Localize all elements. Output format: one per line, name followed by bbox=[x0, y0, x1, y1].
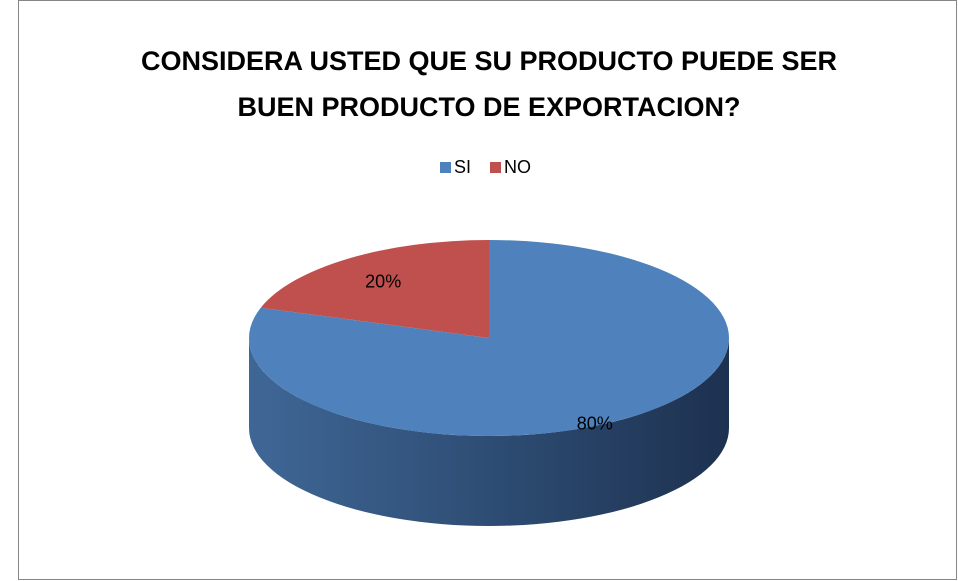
legend-swatch bbox=[440, 162, 451, 173]
pie-side bbox=[249, 338, 729, 526]
data-label: 20% bbox=[365, 271, 401, 291]
pie-slice bbox=[260, 240, 489, 338]
data-label: 80% bbox=[577, 414, 613, 434]
chart-title: CONSIDERA USTED QUE SU PRODUCTO PUEDE SE… bbox=[140, 46, 838, 122]
legend-swatch bbox=[490, 162, 501, 173]
legend-label: NO bbox=[504, 157, 531, 177]
legend-label: SI bbox=[454, 157, 471, 177]
